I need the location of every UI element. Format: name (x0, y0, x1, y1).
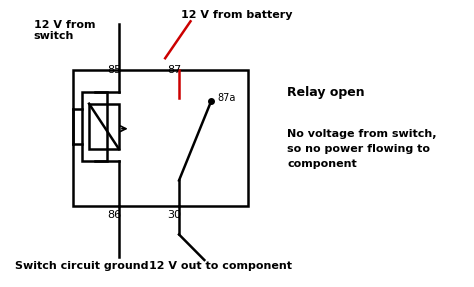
Text: 12 V from battery: 12 V from battery (181, 10, 293, 20)
Text: 87: 87 (167, 65, 182, 75)
Text: 87a: 87a (217, 93, 236, 103)
Text: No voltage from switch,
so no power flowing to
component: No voltage from switch, so no power flow… (287, 129, 437, 169)
Bar (73, 70, 248, 206)
Text: 12 V out to component: 12 V out to component (149, 261, 292, 271)
Text: 85: 85 (107, 65, 121, 75)
Text: 86: 86 (107, 210, 121, 220)
Text: 30: 30 (167, 210, 182, 220)
Text: 12 V from
switch: 12 V from switch (34, 20, 95, 41)
Bar (89, 104, 119, 149)
Text: Relay open: Relay open (287, 86, 365, 99)
Bar (82, 92, 108, 160)
Text: Switch circuit ground: Switch circuit ground (15, 261, 149, 271)
